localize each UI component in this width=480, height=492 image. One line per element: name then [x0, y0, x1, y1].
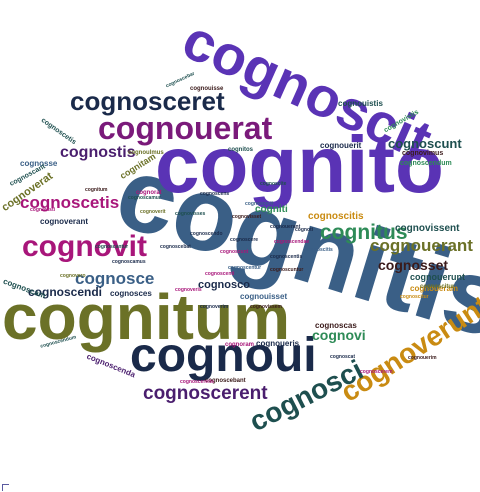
- cloud-word-cognouistis: cognouistis: [338, 99, 383, 108]
- cloud-word-cognosse: cognosse: [20, 159, 58, 168]
- cloud-word-cognoscere: cognoscere: [230, 237, 259, 243]
- cloud-word-cognorat: cognorat: [136, 190, 162, 196]
- cloud-word-cognosceretis: cognosceretis: [180, 379, 214, 385]
- cloud-word-cognoscantur: cognoscantur: [95, 244, 129, 250]
- cloud-word-cognouerim: cognouerim: [408, 355, 437, 361]
- cloud-word-cognitos: cognitos: [228, 147, 253, 153]
- cloud-word-cognoscetis: cognoscetis: [20, 193, 120, 212]
- cloud-word-cognovero: cognovero: [60, 273, 86, 279]
- cloud-word-cognovisset: cognovisset: [232, 214, 262, 220]
- cloud-word-cognosceret: cognosceret: [70, 86, 225, 116]
- cloud-word-cognoscenda: cognoscenda: [85, 351, 137, 380]
- cloud-word-cognoscuntur: cognoscuntur: [270, 267, 304, 273]
- cloud-word-cognovimus: cognovimus: [402, 150, 444, 157]
- cloud-word-cognoscerit: cognoscerit: [245, 201, 274, 207]
- cloud-word-cognoscerem: cognoscerem: [360, 369, 393, 375]
- cloud-word-cognito: cognito: [155, 120, 444, 209]
- cloud-word-cognitum-tiny: cognitum: [85, 187, 108, 193]
- cloud-word-cognoti: cognoti: [295, 227, 314, 233]
- cloud-word-cognoscitis-tiny: cognoscitis: [305, 247, 333, 253]
- cloud-word-cognoscitis: cognoscitis: [308, 211, 364, 222]
- cloud-word-cognovissent: cognovissent: [395, 223, 460, 234]
- cloud-word-cognoscite: cognoscite: [260, 181, 287, 187]
- cloud-word-cognouerant: cognouerant: [370, 236, 473, 255]
- cloud-word-cognoueris: cognoueris: [256, 339, 300, 348]
- cloud-word-cognoscetis-small: cognoscetis: [39, 116, 78, 147]
- cloud-word-cognoverant: cognoverant: [40, 217, 89, 226]
- corner-bracket-mark: [2, 484, 9, 491]
- cloud-word-cognouerant-tiny: cognouerant: [270, 224, 301, 230]
- cloud-word-cognosco: cognosco: [198, 279, 250, 291]
- cloud-word-cognoscendo: cognoscendo: [190, 231, 223, 237]
- cloud-word-cognoscendi: cognoscendi: [28, 285, 103, 299]
- cloud-word-cognovissem: cognovissem: [250, 304, 282, 310]
- cloud-word-cognoscendum: cognoscendum: [400, 160, 452, 167]
- cloud-word-cognoscebant: cognoscebant: [205, 378, 246, 384]
- cloud-word-cognovisses: cognovisses: [175, 211, 206, 217]
- cloud-word-cognoscerent: cognoscerent: [143, 383, 268, 404]
- cloud-word-cognovi: cognovi: [312, 327, 366, 343]
- cloud-word-cognoscendae: cognoscendae: [274, 239, 310, 245]
- cloud-word-cognoscentis: cognoscentis: [270, 254, 303, 260]
- cloud-word-cognouisse: cognouisse: [190, 86, 224, 92]
- cloud-word-cognoscentur: cognoscentur: [228, 265, 262, 271]
- cloud-word-cognoueram: cognoueram: [410, 284, 459, 293]
- cloud-word-cognoscebat: cognoscebat: [160, 244, 191, 250]
- cloud-word-cognoulmus: cognoulmus: [128, 150, 164, 156]
- cloud-word-cognoverit: cognoverit: [140, 209, 166, 215]
- cloud-word-cognoscamur: cognoscamur: [128, 195, 161, 201]
- cloud-word-cognoscens: cognoscens: [200, 191, 230, 197]
- cloud-word-cognitus: cognitus: [320, 221, 408, 244]
- cloud-word-cognovit: cognovit: [22, 230, 147, 263]
- cloud-word-cognoscat: cognoscat: [330, 354, 356, 360]
- cloud-word-cognoscunt-tiny: cognoscunt: [220, 249, 249, 255]
- cloud-word-cognosces: cognosces: [110, 289, 152, 298]
- cloud-word-cognitum: cognitum: [2, 281, 290, 353]
- cloud-word-cognoscamus: cognoscamus: [112, 259, 146, 265]
- cloud-word-cognouisset: cognouisset: [240, 292, 288, 301]
- cloud-word-cognoverim: cognoverim: [200, 304, 229, 310]
- cloud-word-cognoui: cognoui: [130, 329, 317, 382]
- cloud-word-cognoram: cognoram: [225, 342, 255, 348]
- cloud-word-cognoscitur: cognoscitur: [420, 284, 455, 290]
- cloud-word-cognoscenti: cognoscenti: [205, 271, 235, 277]
- cloud-word-cognoscitur-tiny: cognoscitur: [400, 294, 429, 300]
- cloud-word-cogniti: cogniti: [255, 204, 288, 215]
- cloud-word-cognoveris: cognoveris: [175, 287, 202, 293]
- cloud-word-cognosce: cognosce: [75, 269, 155, 288]
- cloud-word-cognouerat: cognouerat: [98, 110, 273, 146]
- cloud-word-cognouerit: cognouerit: [320, 141, 362, 150]
- cloud-word-cognouerunt: cognouerunt: [410, 272, 465, 282]
- cloud-word-cognoscas: cognoscas: [315, 321, 357, 330]
- cloud-word-cognosset: cognosset: [378, 257, 449, 273]
- cloud-word-cognoscunt: cognoscunt: [388, 136, 462, 151]
- cloud-word-cognostis: cognostis: [60, 144, 136, 161]
- cloud-word-cognovisti: cognovisti: [30, 207, 56, 213]
